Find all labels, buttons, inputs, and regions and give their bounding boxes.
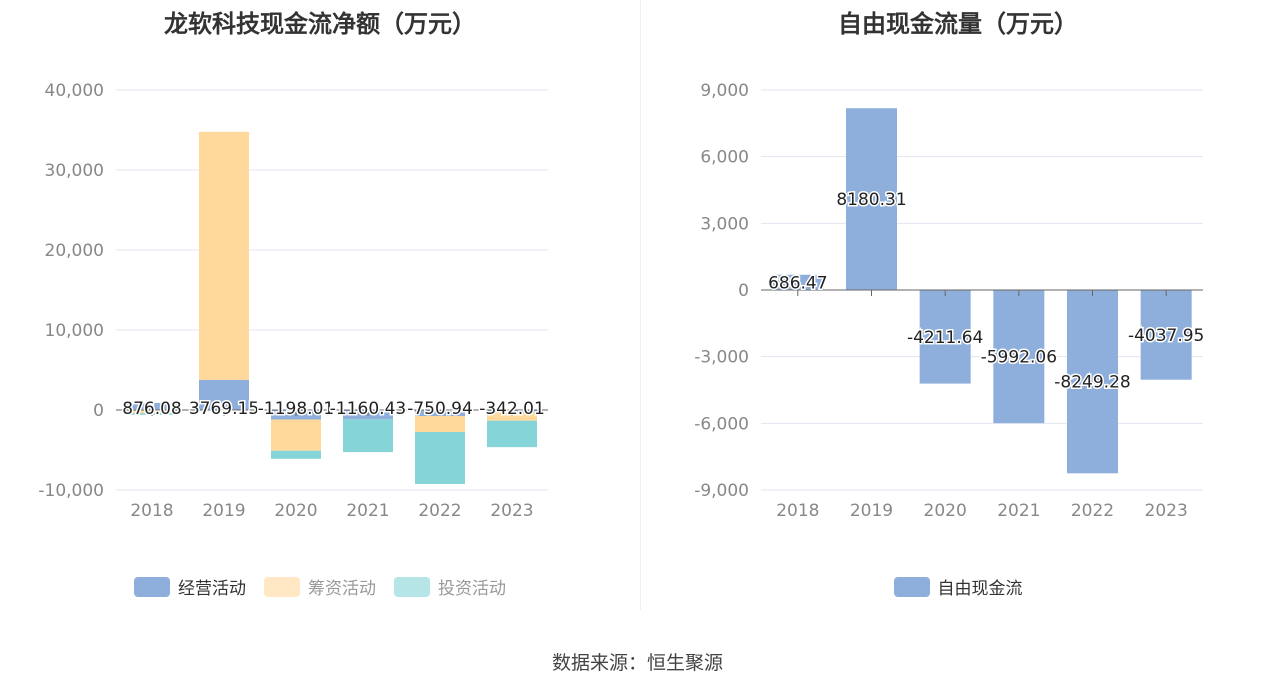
- chart-title: 自由现金流量（万元）: [838, 10, 1078, 38]
- legend-label: 投资活动: [438, 579, 506, 599]
- y-tick-label: 0: [93, 401, 104, 421]
- x-tick-label: 2018: [130, 501, 173, 521]
- data-label: -8249.28: [1054, 373, 1130, 393]
- y-tick-label: 30,000: [45, 161, 104, 181]
- bar: [343, 419, 393, 453]
- x-tick-label: 2021: [997, 501, 1040, 521]
- x-tick-label: 2021: [346, 501, 389, 521]
- x-tick-label: 2020: [924, 501, 967, 521]
- legend-item[interactable]: 经营活动: [134, 574, 246, 599]
- y-tick-label: 20,000: [45, 241, 104, 261]
- legend-item[interactable]: 自由现金流: [893, 574, 1023, 599]
- legend-label: 筹资活动: [308, 579, 376, 599]
- legend: 经营活动 筹资活动 投资活动: [0, 574, 640, 599]
- cash-flow-net-chart: -10,000 0 10,000 20,000 30,000 40,000 2018 2019…: [38, 81, 548, 521]
- bar: [271, 419, 321, 451]
- data-label: -750.94: [407, 399, 473, 419]
- x-tick-label: 2019: [202, 501, 245, 521]
- y-tick-label: 0: [738, 281, 749, 301]
- x-tick-label: 2019: [850, 501, 893, 521]
- y-tick-label: -10,000: [38, 481, 104, 501]
- y-tick-label: 40,000: [45, 81, 104, 101]
- free-cash-flow-chart: -9,000 -6,000 -3,000 0 3,000 6,000 9,000 2018 20…: [694, 81, 1206, 521]
- legend-label: 自由现金流: [937, 579, 1023, 599]
- y-tick-label: 10,000: [45, 321, 104, 341]
- y-tick-label: -6,000: [694, 414, 749, 434]
- y-tick-label: 6,000: [700, 148, 749, 168]
- bar: [487, 412, 537, 421]
- x-tick-label: 2023: [1145, 501, 1188, 521]
- data-label: -5992.06: [981, 348, 1057, 368]
- legend-item[interactable]: 筹资活动: [264, 574, 376, 599]
- data-label: -342.01: [479, 399, 545, 419]
- legend-swatch: [264, 576, 300, 597]
- chart-title: 龙软科技现金流净额（万元）: [164, 10, 476, 38]
- panel-divider: [640, 0, 641, 610]
- bar: [127, 402, 177, 410]
- data-label: -1160.43: [330, 399, 406, 419]
- bar: [1140, 290, 1192, 380]
- data-label: -4037.95: [1128, 326, 1204, 346]
- x-tick-label: 2022: [1071, 501, 1114, 521]
- bar: [846, 108, 897, 290]
- bar: [919, 290, 971, 384]
- legend-swatch: [893, 576, 930, 597]
- x-tick-label: 2023: [490, 501, 533, 521]
- data-label: 876.08: [122, 399, 181, 419]
- data-label: -4211.64: [907, 328, 983, 348]
- data-label: 3769.15: [189, 399, 259, 419]
- y-tick-label: 3,000: [700, 214, 749, 234]
- legend-swatch: [394, 576, 430, 597]
- bar: [271, 450, 321, 459]
- bar: [487, 420, 537, 448]
- bar: [415, 432, 465, 485]
- data-label: -1198.01: [258, 399, 334, 419]
- legend: 自由现金流: [641, 574, 1275, 599]
- legend-label: 经营活动: [178, 579, 246, 599]
- bar: [993, 290, 1045, 424]
- y-tick-label: -9,000: [694, 481, 749, 501]
- x-tick-label: 2020: [274, 501, 317, 521]
- legend-item[interactable]: 投资活动: [394, 574, 506, 599]
- cash-flow-net-panel: 龙软科技现金流净额（万元） -10,000 0 10,000 20,000 30,000…: [0, 0, 640, 610]
- y-tick-label: -3,000: [694, 348, 749, 368]
- x-tick-label: 2022: [418, 501, 461, 521]
- data-label: 686.47: [768, 273, 827, 293]
- bar: [415, 416, 465, 433]
- bar: [772, 274, 824, 290]
- legend-swatch: [134, 576, 170, 597]
- y-tick-label: 9,000: [700, 81, 749, 101]
- bar: [199, 131, 249, 380]
- x-tick-label: 2018: [776, 501, 819, 521]
- bar: [1067, 290, 1118, 474]
- data-label: 8180.31: [836, 190, 906, 210]
- data-source-note: 数据来源：恒生聚源: [551, 652, 723, 674]
- free-cash-flow-panel: 自由现金流量（万元） -9,000 -6,000 -3,000 0 3,000 6,000…: [641, 0, 1275, 610]
- bar: [199, 379, 249, 410]
